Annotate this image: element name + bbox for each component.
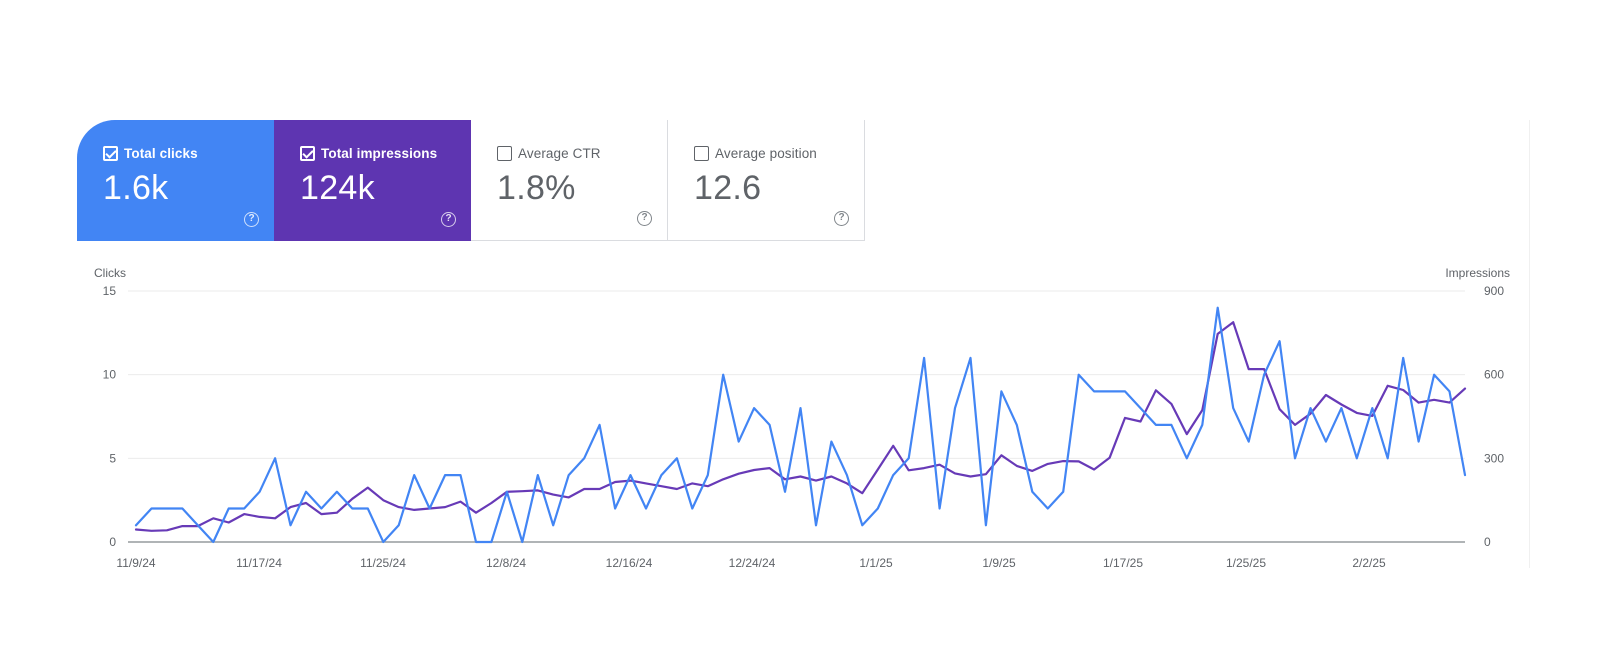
y-tick-label-right: 0 [1484, 535, 1491, 549]
x-tick-label: 11/9/24 [116, 556, 155, 570]
total-impressions-checkbox[interactable] [300, 145, 315, 161]
total-clicks-checkbox[interactable] [103, 145, 118, 161]
y-axis-right-title: Impressions [1445, 266, 1510, 280]
help-icon[interactable]: ? [441, 212, 456, 227]
y-tick-label-left: 10 [103, 368, 117, 382]
average-ctr-value: 1.8% [497, 169, 576, 207]
x-tick-label: 1/25/25 [1226, 556, 1266, 570]
total-clicks-value: 1.6k [103, 169, 169, 207]
x-tick-label: 2/2/25 [1352, 556, 1386, 570]
average-position-label: Average position [715, 145, 817, 161]
x-tick-label: 11/17/24 [236, 556, 282, 570]
average-position-value: 12.6 [694, 169, 762, 207]
clicks-series-line [134, 306, 1467, 544]
total-impressions-value: 124k [300, 169, 375, 207]
y-tick-label-right: 900 [1484, 284, 1504, 298]
help-icon[interactable]: ? [834, 211, 849, 226]
average-ctr-card[interactable]: Average CTR 1.8% ? [471, 120, 668, 241]
y-tick-label-left: 0 [109, 535, 116, 549]
total-clicks-label: Total clicks [124, 145, 198, 161]
y-tick-label-right: 600 [1484, 368, 1504, 382]
y-axis-left-title: Clicks [94, 266, 126, 280]
help-icon[interactable]: ? [637, 211, 652, 226]
x-tick-label: 11/25/24 [360, 556, 406, 570]
y-tick-label-right: 300 [1484, 451, 1504, 465]
x-tick-label: 1/1/25 [859, 556, 893, 570]
help-icon[interactable]: ? [244, 212, 259, 227]
total-impressions-label: Total impressions [321, 145, 438, 161]
average-position-checkbox[interactable] [694, 145, 709, 161]
average-ctr-label: Average CTR [518, 145, 601, 161]
series-lines [134, 306, 1467, 544]
average-position-card[interactable]: Average position 12.6 ? [668, 120, 865, 241]
total-impressions-card[interactable]: Total impressions 124k ? [274, 120, 471, 241]
x-tick-label: 12/16/24 [606, 556, 653, 570]
average-ctr-checkbox[interactable] [497, 145, 512, 161]
metric-cards: Total clicks 1.6k ? Total impressions 12… [77, 120, 865, 241]
x-tick-label: 12/24/24 [729, 556, 776, 570]
x-tick-label: 1/17/25 [1103, 556, 1143, 570]
y-tick-label-left: 5 [109, 451, 116, 465]
y-tick-label-left: 15 [103, 284, 117, 298]
x-tick-label: 12/8/24 [486, 556, 526, 570]
impressions-series-line [134, 321, 1467, 532]
axes: 0 5 10 15 0 300 600 900 11/9/24 11/17/24 11/25/24 1… [103, 284, 1505, 570]
total-clicks-card[interactable]: Total clicks 1.6k ? [77, 120, 274, 241]
x-tick-label: 1/9/25 [982, 556, 1016, 570]
grid-lines [128, 290, 1465, 543]
